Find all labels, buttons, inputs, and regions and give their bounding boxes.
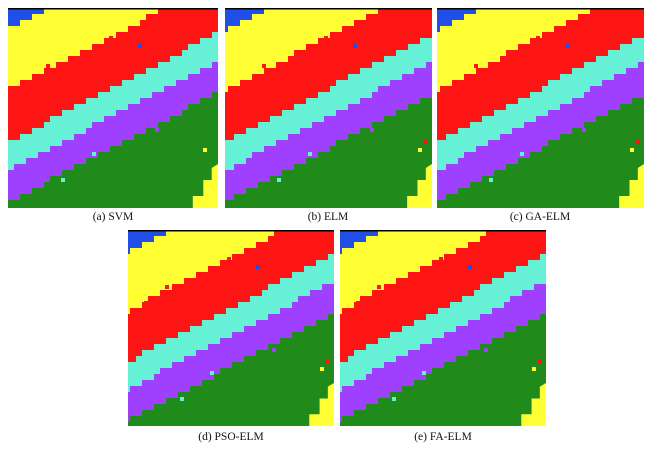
- noise-pixel: [193, 112, 197, 116]
- caption-elm: (b) ELM: [307, 211, 349, 223]
- noise-pixel: [439, 257, 443, 261]
- class-region-yellow: [437, 8, 644, 92]
- frame-top-line: [8, 8, 218, 10]
- noise-pixel: [565, 44, 569, 48]
- noise-pixel: [210, 371, 214, 375]
- noise-pixel: [242, 80, 246, 84]
- class-region-blue: [225, 8, 432, 32]
- classification-map-svm: [8, 8, 218, 208]
- noise-pixel: [256, 265, 260, 269]
- noise-pixel: [532, 367, 536, 371]
- noise-pixel: [424, 140, 428, 144]
- noise-pixel: [454, 80, 458, 84]
- caption-pso-elm: (d) PSO-ELM: [198, 431, 264, 443]
- noise-pixel: [520, 152, 524, 156]
- class-region-yellow-corner: [407, 164, 432, 208]
- noise-pixel: [324, 36, 328, 40]
- noise-pixel: [138, 44, 142, 48]
- classification-map-image: [225, 8, 432, 208]
- noise-pixel: [582, 128, 586, 132]
- noise-pixel: [165, 285, 169, 289]
- noise-pixel: [484, 348, 488, 352]
- noise-pixel: [144, 301, 148, 305]
- noise-pixel: [636, 140, 640, 144]
- noise-pixel: [326, 359, 330, 363]
- noise-pixel: [227, 257, 231, 261]
- noise-pixel: [468, 265, 472, 269]
- classification-map-image: [128, 230, 334, 426]
- noise-pixel: [109, 36, 113, 40]
- noise-pixel: [320, 367, 324, 371]
- noise-pixel: [489, 178, 493, 182]
- noise-pixel: [272, 348, 276, 352]
- frame-top-line: [128, 230, 334, 232]
- noise-pixel: [309, 332, 313, 336]
- noise-pixel: [353, 44, 357, 48]
- noise-pixel: [370, 128, 374, 132]
- noise-pixel: [474, 64, 478, 68]
- noise-pixel: [538, 359, 542, 363]
- classification-map-ga-elm: [437, 8, 644, 208]
- noise-pixel: [155, 128, 159, 132]
- noise-pixel: [46, 64, 50, 68]
- noise-pixel: [262, 64, 266, 68]
- noise-pixel: [536, 36, 540, 40]
- caption-svm: (a) SVM: [92, 211, 134, 223]
- noise-pixel: [377, 285, 381, 289]
- noise-pixel: [241, 242, 245, 246]
- noise-pixel: [203, 148, 207, 152]
- class-region-blue: [128, 230, 334, 254]
- class-region-yellow-corner: [309, 382, 334, 426]
- noise-pixel: [92, 152, 96, 156]
- caption-fa-elm: (e) FA-ELM: [414, 431, 472, 443]
- class-region-yellow: [8, 8, 218, 92]
- class-region-yellow-corner: [619, 164, 644, 208]
- noise-pixel: [407, 112, 411, 116]
- classification-map-elm: [225, 8, 432, 208]
- noise-pixel: [619, 112, 623, 116]
- class-region-yellow-corner: [521, 382, 546, 426]
- noise-pixel: [630, 148, 634, 152]
- noise-pixel: [61, 178, 65, 182]
- noise-pixel: [551, 20, 555, 24]
- noise-pixel: [356, 301, 360, 305]
- classification-map-fa-elm: [340, 230, 546, 426]
- frame-top-line: [437, 8, 644, 10]
- class-region-blue: [340, 230, 546, 254]
- class-region-yellow: [225, 8, 432, 92]
- classification-map-image: [437, 8, 644, 208]
- noise-pixel: [308, 152, 312, 156]
- noise-pixel: [418, 148, 422, 152]
- class-region-blue: [437, 8, 644, 32]
- class-region-blue: [8, 8, 218, 32]
- class-region-yellow: [340, 230, 546, 314]
- caption-ga-elm: (c) GA-ELM: [509, 211, 571, 223]
- classification-map-pso-elm: [128, 230, 334, 426]
- classification-map-image: [340, 230, 546, 426]
- noise-pixel: [521, 332, 525, 336]
- classification-map-image: [8, 8, 218, 208]
- noise-pixel: [277, 178, 281, 182]
- frame-top-line: [225, 8, 432, 10]
- noise-pixel: [453, 242, 457, 246]
- frame-top-line: [340, 230, 546, 232]
- noise-pixel: [339, 20, 343, 24]
- class-region-yellow: [128, 230, 334, 314]
- class-region-yellow-corner: [192, 164, 218, 208]
- noise-pixel: [392, 397, 396, 401]
- noise-pixel: [124, 20, 128, 24]
- noise-pixel: [180, 397, 184, 401]
- noise-pixel: [422, 371, 426, 375]
